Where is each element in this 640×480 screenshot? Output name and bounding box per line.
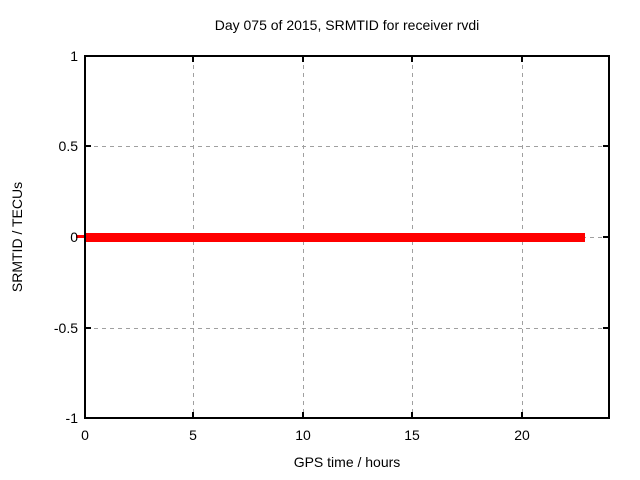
series-srmtid-line-left-cap bbox=[76, 235, 84, 238]
tick-right-0p5 bbox=[603, 145, 608, 147]
chart-title: Day 075 of 2015, SRMTID for receiver rvd… bbox=[214, 17, 480, 33]
tick-left-0p5 bbox=[86, 145, 91, 147]
y-tick-label-neg1: -1 bbox=[65, 410, 78, 426]
x-tick-label-0: 0 bbox=[81, 427, 89, 443]
y-tick-label-neg0p5: -0.5 bbox=[53, 320, 78, 336]
y-tick-label-0p5: 0.5 bbox=[58, 138, 78, 154]
x-tick-label-20: 20 bbox=[514, 427, 530, 443]
x-tick-label-10: 10 bbox=[295, 427, 311, 443]
y-axis-label: SRMTID / TECUs bbox=[9, 181, 25, 293]
series-srmtid-line bbox=[86, 233, 585, 242]
tick-right-neg0p5 bbox=[603, 327, 608, 329]
y-tick-label-1: 1 bbox=[70, 48, 78, 64]
tick-bottom-10 bbox=[302, 412, 304, 417]
x-tick-label-5: 5 bbox=[189, 427, 197, 443]
tick-right-0 bbox=[603, 236, 608, 238]
tick-top-20 bbox=[521, 57, 523, 62]
gridline-y-neg0p5 bbox=[86, 328, 608, 329]
x-tick-label-15: 15 bbox=[404, 427, 420, 443]
tick-top-10 bbox=[302, 57, 304, 62]
y-tick-label-0: 0 bbox=[70, 229, 78, 245]
x-axis-label: GPS time / hours bbox=[293, 454, 401, 470]
gridline-y-0p5 bbox=[86, 146, 608, 147]
tick-bottom-5 bbox=[192, 412, 194, 417]
tick-bottom-20 bbox=[521, 412, 523, 417]
tick-left-neg0p5 bbox=[86, 327, 91, 329]
tick-top-15 bbox=[411, 57, 413, 62]
tick-bottom-15 bbox=[411, 412, 413, 417]
tick-top-5 bbox=[192, 57, 194, 62]
